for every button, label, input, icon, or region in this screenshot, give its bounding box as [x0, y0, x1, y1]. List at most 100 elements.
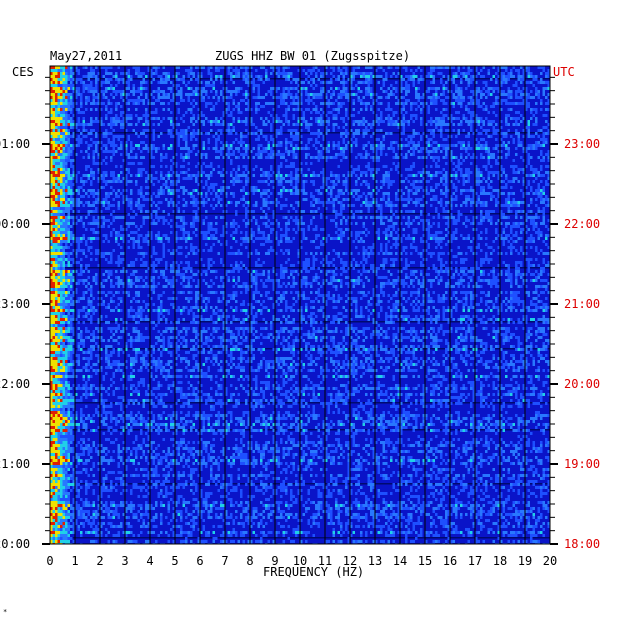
spectrogram-cell: [460, 162, 463, 165]
spectrogram-cell: [65, 159, 68, 162]
spectrogram-cell: [205, 93, 208, 96]
spectrogram-cell: [150, 102, 153, 105]
spectrogram-cell: [160, 186, 163, 189]
spectrogram-cell: [445, 108, 448, 111]
spectrogram-cell: [537, 96, 540, 99]
spectrogram-cell: [185, 204, 188, 207]
spectrogram-cell: [500, 66, 503, 69]
spectrogram-cell: [450, 150, 453, 153]
spectrogram-cell: [137, 117, 140, 120]
spectrogram-cell: [365, 234, 368, 237]
spectrogram-cell: [230, 75, 233, 78]
spectrogram-cell: [457, 90, 460, 93]
spectrogram-cell: [385, 228, 388, 231]
spectrogram-cell: [455, 99, 458, 102]
spectrogram-cell: [407, 225, 410, 228]
spectrogram-cell: [282, 87, 285, 90]
spectrogram-cell: [337, 153, 340, 156]
spectrogram-cell: [205, 195, 208, 198]
spectrogram-cell: [97, 189, 100, 192]
spectrogram-cell: [340, 219, 343, 222]
spectrogram-cell: [187, 174, 190, 177]
spectrogram-cell: [155, 111, 158, 114]
spectrogram-cell: [137, 66, 140, 69]
spectrogram-cell: [457, 69, 460, 72]
spectrogram-cell: [55, 138, 58, 141]
spectrogram-cell: [477, 180, 480, 183]
spectrogram-cell: [255, 222, 258, 225]
spectrogram-cell: [177, 207, 180, 210]
spectrogram-cell: [547, 81, 550, 84]
spectrogram-cell: [157, 75, 160, 78]
spectrogram-cell: [362, 231, 365, 234]
spectrogram-cell: [260, 78, 263, 81]
spectrogram-cell: [340, 69, 343, 72]
spectrogram-cell: [370, 75, 373, 78]
spectrogram-cell: [50, 168, 53, 171]
spectrogram-cell: [235, 90, 238, 93]
spectrogram-cell: [427, 180, 430, 183]
spectrogram-cell: [482, 186, 485, 189]
spectrogram-cell: [430, 96, 433, 99]
spectrogram-cell: [365, 174, 368, 177]
spectrogram-cell: [360, 123, 363, 126]
spectrogram-cell: [270, 228, 273, 231]
spectrogram-cell: [357, 99, 360, 102]
spectrogram-cell: [290, 180, 293, 183]
spectrogram-cell: [117, 138, 120, 141]
spectrogram-cell: [317, 132, 320, 135]
spectrogram-cell: [477, 147, 480, 150]
spectrogram-cell: [525, 219, 528, 222]
spectrogram-cell: [270, 72, 273, 75]
spectrogram-cell: [150, 72, 153, 75]
spectrogram-cell: [92, 129, 95, 132]
spectrogram-cell: [435, 120, 438, 123]
spectrogram-cell: [367, 192, 370, 195]
spectrogram-cell: [167, 174, 170, 177]
spectrogram-cell: [220, 147, 223, 150]
spectrogram-cell: [62, 192, 65, 195]
spectrogram-cell: [515, 177, 518, 180]
spectrogram-cell: [155, 216, 158, 219]
spectrogram-cell: [277, 117, 280, 120]
spectrogram-cell: [142, 216, 145, 219]
spectrogram-cell: [372, 144, 375, 147]
spectrogram-cell: [50, 162, 53, 165]
spectrogram-cell: [487, 177, 490, 180]
spectrogram-cell: [262, 147, 265, 150]
spectrogram-cell: [540, 78, 543, 81]
spectrogram-cell: [240, 138, 243, 141]
spectrogram-cell: [212, 189, 215, 192]
spectrogram-cell: [302, 114, 305, 117]
spectrogram-cell: [380, 129, 383, 132]
spectrogram-cell: [97, 93, 100, 96]
spectrogram-cell: [107, 87, 110, 90]
spectrogram-cell: [210, 108, 213, 111]
spectrogram-cell: [245, 144, 248, 147]
spectrogram-cell: [435, 231, 438, 234]
spectrogram-cell: [355, 138, 358, 141]
spectrogram-cell: [522, 177, 525, 180]
spectrogram-cell: [275, 174, 278, 177]
spectrogram-cell: [502, 72, 505, 75]
spectrogram-cell: [437, 216, 440, 219]
spectrogram-cell: [67, 231, 70, 234]
spectrogram-cell: [392, 156, 395, 159]
spectrogram-cell: [507, 222, 510, 225]
spectrogram-cell: [455, 165, 458, 168]
spectrogram-cell: [95, 210, 98, 213]
spectrogram-cell: [345, 186, 348, 189]
spectrogram-cell: [535, 123, 538, 126]
spectrogram-cell: [122, 123, 125, 126]
spectrogram-cell: [192, 216, 195, 219]
spectrogram-cell: [445, 114, 448, 117]
spectrogram-cell: [485, 144, 488, 147]
spectrogram-cell: [50, 105, 53, 108]
spectrogram-cell: [172, 210, 175, 213]
spectrogram-cell: [455, 72, 458, 75]
spectrogram-cell: [350, 147, 353, 150]
spectrogram-cell: [82, 180, 85, 183]
spectrogram-cell: [542, 219, 545, 222]
spectrogram-cell: [80, 99, 83, 102]
spectrogram-cell: [205, 216, 208, 219]
